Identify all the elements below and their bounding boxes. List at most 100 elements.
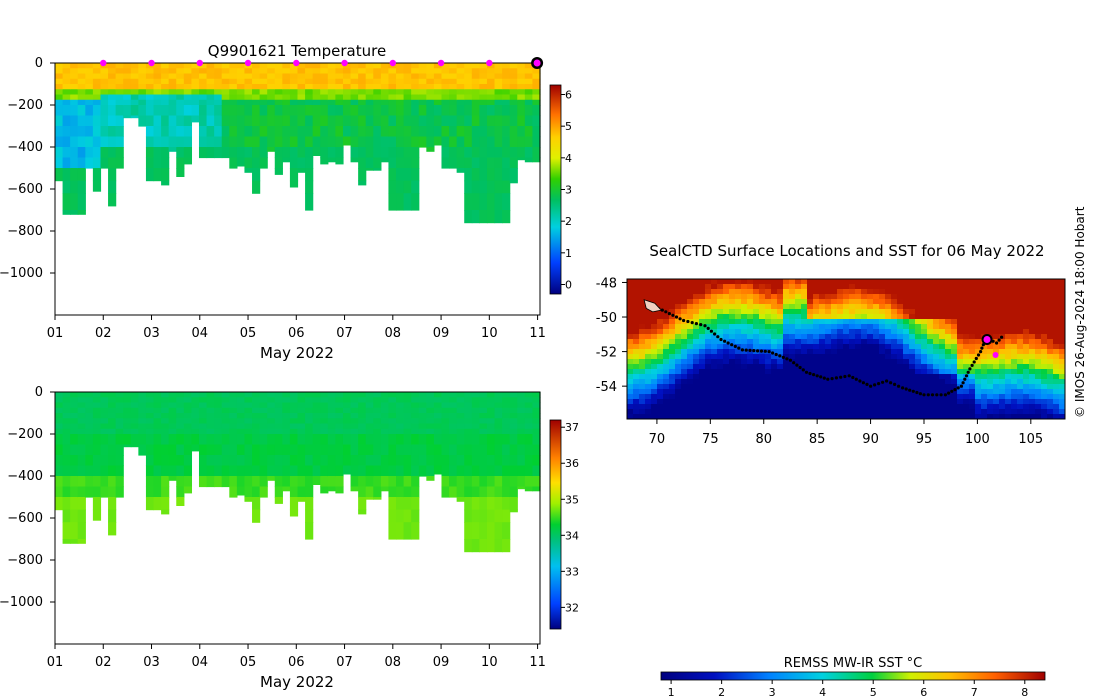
sst-cell (729, 279, 736, 285)
section-cell (502, 444, 511, 456)
sst-cell (927, 379, 934, 385)
track-point (979, 350, 983, 354)
sst-cell (849, 409, 856, 415)
sst-cell (1035, 289, 1042, 295)
sst-cell (945, 339, 952, 345)
sst-cell (909, 309, 916, 315)
section-cell (380, 84, 390, 90)
sst-cell (801, 284, 808, 290)
section-cell (77, 68, 86, 75)
section-cell (441, 407, 450, 414)
sst-cell (819, 404, 826, 410)
section-cell (365, 418, 374, 425)
section-cell (517, 413, 526, 419)
sst-cell (873, 329, 880, 335)
sst-cell (939, 384, 946, 390)
section-cell (426, 63, 435, 69)
section-cell (176, 105, 185, 117)
section-cell (517, 63, 526, 69)
salinity-y-axis: 0−200−400−600−800−1000 (0, 385, 55, 610)
sst-cell (741, 299, 748, 305)
sst-cell (963, 299, 970, 305)
section-cell (198, 68, 208, 75)
sst-cell (681, 309, 688, 315)
section-cell (358, 428, 367, 435)
section-cell (138, 89, 147, 96)
section-cell (403, 392, 412, 398)
sst-cell (957, 324, 964, 330)
sst-cell (711, 349, 718, 355)
sst-cell (855, 309, 862, 315)
sst-cell (735, 384, 742, 390)
sst-cell (651, 314, 658, 320)
section-cell (77, 168, 86, 182)
section-cell (92, 126, 102, 138)
section-cell (145, 428, 155, 435)
section-cell (259, 465, 268, 477)
sst-cell (705, 409, 712, 415)
section-cell (267, 423, 276, 430)
section-cell (388, 157, 397, 169)
section-cell (183, 455, 193, 467)
sst-cell (783, 314, 790, 320)
sst-cell (987, 414, 994, 420)
sst-cell (657, 409, 664, 415)
sst-cell (1011, 404, 1018, 410)
sst-cell (645, 294, 652, 300)
section-cell (380, 136, 390, 148)
sst-cell (717, 299, 724, 305)
sst-cell (1041, 319, 1048, 325)
sst-cell (705, 344, 712, 350)
sst-cell (675, 389, 682, 395)
sst-cell (987, 344, 994, 350)
track-point (877, 382, 881, 386)
sst-cell (783, 339, 790, 345)
sst-cell (783, 319, 790, 325)
section-cell (252, 63, 261, 69)
section-cell (259, 78, 268, 85)
salinity-section-cells (55, 392, 541, 553)
sst-cell (771, 314, 778, 320)
section-cell (85, 407, 94, 414)
section-cell (123, 418, 132, 425)
sst-cell (771, 324, 778, 330)
sst-cell (1059, 349, 1066, 355)
sst-cell (723, 389, 730, 395)
section-cell (418, 434, 427, 446)
sst-cell (975, 359, 982, 365)
section-cell (312, 73, 321, 80)
section-cell (55, 497, 64, 511)
sst-cell (729, 404, 736, 410)
section-cell (108, 126, 117, 138)
section-cell (108, 444, 117, 456)
section-cell (191, 418, 200, 425)
section-cell (77, 73, 86, 80)
sst-cell (1059, 374, 1066, 380)
sst-cell (891, 369, 898, 375)
section-cell (297, 444, 306, 456)
section-cell (320, 147, 329, 159)
sst-cell (687, 359, 694, 365)
section-cell (365, 63, 374, 69)
sst-cell (657, 344, 664, 350)
section-cell (145, 73, 155, 80)
sst-cell (1035, 279, 1042, 285)
section-cell (176, 115, 185, 127)
sst-cell (783, 349, 790, 355)
sst-cell (933, 284, 940, 290)
sst-cell (723, 319, 730, 325)
section-cell (411, 392, 420, 398)
section-cell (456, 434, 465, 446)
sst-cell (1017, 394, 1024, 400)
sst-cell (909, 414, 916, 420)
section-cell (252, 99, 261, 106)
sst-cell (1023, 324, 1030, 330)
sst-cell (915, 349, 922, 355)
section-cell (274, 455, 283, 467)
section-cell (289, 423, 299, 430)
section-cell (183, 392, 193, 398)
section-cell (85, 455, 94, 467)
section-cell (161, 423, 170, 430)
x-tick-label: 01 (47, 655, 64, 670)
section-cell (115, 136, 124, 148)
